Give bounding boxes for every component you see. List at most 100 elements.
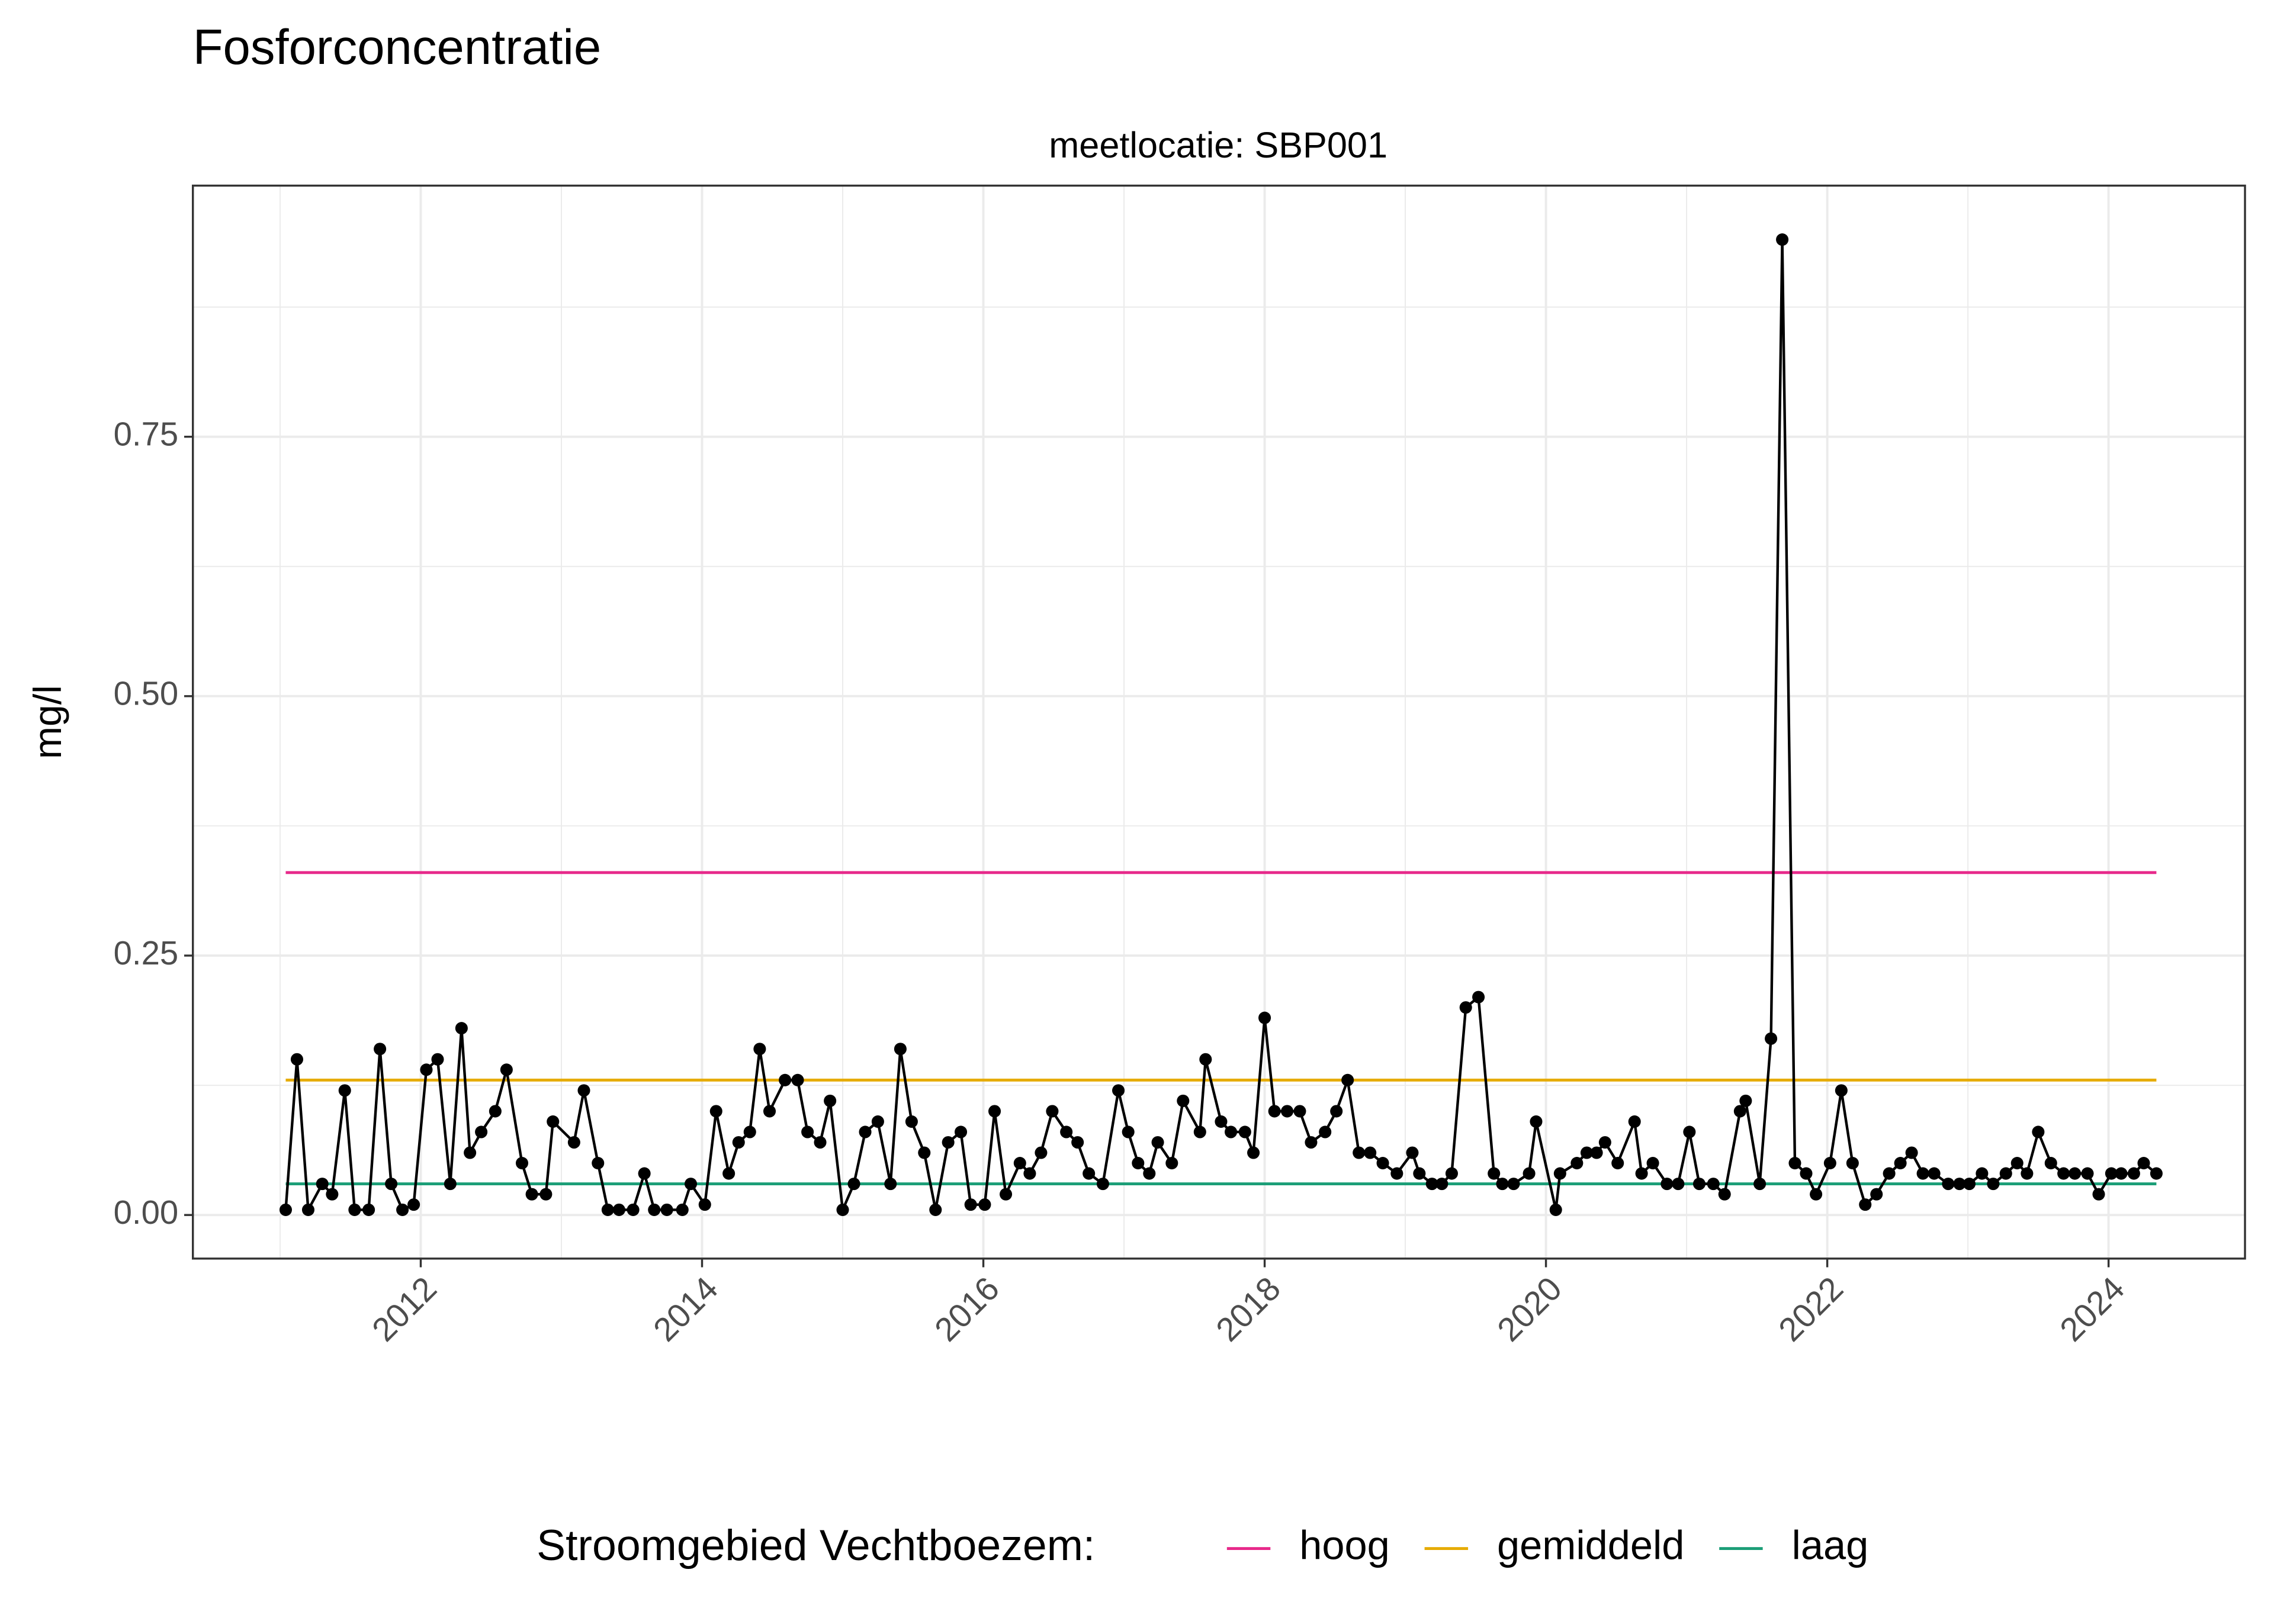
data-point — [753, 1043, 766, 1056]
panel-background — [192, 185, 2246, 1259]
data-point — [1999, 1167, 2012, 1180]
data-point — [1132, 1157, 1145, 1170]
data-point — [338, 1084, 351, 1097]
data-point — [326, 1188, 339, 1201]
data-point — [1165, 1157, 1178, 1170]
data-point — [1435, 1178, 1448, 1191]
data-point — [1488, 1167, 1501, 1180]
data-point — [1035, 1146, 1048, 1159]
data-point — [824, 1094, 837, 1107]
y-tick-label: 0.50 — [114, 675, 179, 712]
data-point — [489, 1105, 502, 1118]
data-point — [612, 1203, 625, 1216]
data-point — [1628, 1115, 1641, 1128]
data-point — [1590, 1146, 1603, 1159]
data-point — [539, 1188, 553, 1201]
data-point — [763, 1105, 776, 1118]
data-point — [1459, 1001, 1472, 1014]
data-point — [301, 1203, 315, 1216]
x-tick-label: 2016 — [927, 1269, 1006, 1348]
data-point — [638, 1167, 651, 1180]
data-point — [1570, 1157, 1584, 1170]
data-point — [1580, 1146, 1593, 1159]
data-point — [1692, 1178, 1706, 1191]
data-point — [1976, 1167, 1989, 1180]
data-point — [1425, 1178, 1438, 1191]
data-point — [955, 1125, 968, 1139]
data-point — [1646, 1157, 1659, 1170]
data-point — [1000, 1188, 1013, 1201]
data-point — [1199, 1053, 1212, 1066]
x-tick-label: 2018 — [1209, 1269, 1287, 1348]
data-point — [444, 1178, 457, 1191]
data-point — [2044, 1157, 2057, 1170]
data-point — [722, 1167, 735, 1180]
data-point — [732, 1136, 745, 1149]
data-point — [1341, 1073, 1354, 1086]
data-point — [279, 1203, 293, 1216]
data-point — [942, 1136, 955, 1149]
data-point — [627, 1203, 640, 1216]
data-point — [1672, 1178, 1685, 1191]
data-point — [1215, 1115, 1228, 1128]
data-point — [1122, 1125, 1135, 1139]
data-point — [1177, 1094, 1190, 1107]
data-point — [2137, 1157, 2150, 1170]
data-point — [1376, 1157, 1389, 1170]
data-point — [1281, 1105, 1294, 1118]
data-point — [1883, 1167, 1896, 1180]
data-point — [2150, 1167, 2163, 1180]
data-point — [684, 1178, 698, 1191]
data-point — [1553, 1167, 1566, 1180]
data-point — [577, 1084, 590, 1097]
data-point — [1823, 1157, 1836, 1170]
y-axis-title: mg/l — [26, 685, 70, 759]
data-point — [871, 1115, 884, 1128]
data-point — [1928, 1167, 1941, 1180]
data-point — [1225, 1125, 1238, 1139]
y-tick-label: 0.00 — [114, 1194, 179, 1231]
data-point — [1916, 1167, 1929, 1180]
data-point — [1507, 1178, 1520, 1191]
data-point — [2081, 1167, 2094, 1180]
data-point — [1330, 1105, 1343, 1118]
data-point — [316, 1178, 329, 1191]
legend-label: laag — [1792, 1523, 1869, 1568]
data-point — [801, 1125, 814, 1139]
data-point — [1143, 1167, 1156, 1180]
data-point — [431, 1053, 444, 1066]
data-point — [420, 1063, 433, 1076]
data-point — [884, 1178, 897, 1191]
data-point — [791, 1073, 804, 1086]
data-point — [1151, 1136, 1164, 1149]
data-point — [1707, 1178, 1720, 1191]
x-tick-label: 2020 — [1490, 1269, 1569, 1348]
data-point — [362, 1203, 375, 1216]
data-point — [2115, 1167, 2128, 1180]
data-point — [964, 1198, 977, 1211]
data-point — [1859, 1198, 1872, 1211]
data-point — [1660, 1178, 1674, 1191]
data-point — [1390, 1167, 1403, 1180]
data-point — [1905, 1146, 1918, 1159]
data-point — [859, 1125, 872, 1139]
data-point — [988, 1105, 1001, 1118]
data-point — [743, 1125, 756, 1139]
panel-strip: meetlocatie: SBP001 — [1049, 125, 1387, 165]
data-point — [1046, 1105, 1059, 1118]
data-point — [1598, 1136, 1611, 1149]
data-point — [2021, 1167, 2034, 1180]
data-point — [515, 1157, 529, 1170]
data-point — [2105, 1167, 2118, 1180]
data-point — [348, 1203, 361, 1216]
data-point — [1496, 1178, 1509, 1191]
data-point — [1268, 1105, 1281, 1118]
data-point — [2092, 1188, 2105, 1201]
x-tick-label: 2014 — [646, 1269, 725, 1348]
data-point — [2010, 1157, 2024, 1170]
data-point — [1238, 1125, 1251, 1139]
data-point — [1718, 1188, 1731, 1201]
data-point — [1472, 991, 1485, 1004]
data-point — [374, 1043, 387, 1056]
